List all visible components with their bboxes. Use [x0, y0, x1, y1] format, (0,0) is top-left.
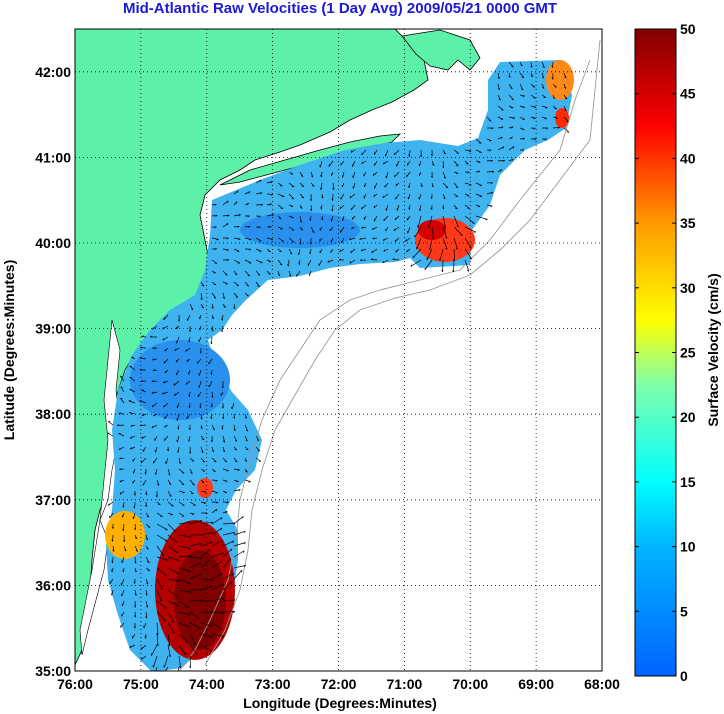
colorbar-ticks: 0 5 10 15 20 25 30 35 40 45 50 — [635, 21, 696, 684]
lon-tick-label: 75:00 — [123, 676, 159, 692]
warm-patch — [197, 478, 213, 498]
cool-patch — [240, 212, 360, 248]
warm-patch — [546, 60, 574, 100]
lat-tick-label: 40:00 — [35, 235, 71, 251]
lat-tick-label: 41:00 — [35, 149, 71, 165]
colorbar-tick-label: 40 — [680, 150, 696, 166]
lon-tick-label: 69:00 — [518, 676, 554, 692]
lat-tick-label: 36:00 — [35, 577, 71, 593]
lon-tick-label: 74:00 — [189, 676, 225, 692]
long-island — [219, 133, 402, 186]
colorbar — [634, 28, 677, 677]
pamlico-sound — [79, 518, 109, 656]
colorbar-tick-label: 0 — [680, 668, 688, 684]
lon-tick-label: 73:00 — [255, 676, 291, 692]
velocity-coverage — [106, 60, 572, 671]
colorbar-tick-label: 35 — [680, 215, 696, 231]
warm-patch — [555, 108, 569, 128]
lon-tick-label: 70:00 — [452, 676, 488, 692]
lat-tick-label: 39:00 — [35, 321, 71, 337]
lon-tick-label: 72:00 — [321, 676, 357, 692]
warm-patch — [418, 220, 446, 240]
map-title: Mid-Atlantic Raw Velocities (1 Day Avg) … — [122, 0, 558, 17]
colorbar-tick-label: 30 — [680, 280, 696, 296]
isobath — [179, 59, 591, 671]
colorbar-tick-label: 20 — [680, 409, 696, 425]
y-axis-label: Latitude (Degrees:Minutes) — [1, 260, 17, 440]
warm-patch — [105, 511, 145, 559]
lon-tick-label: 76:00 — [57, 676, 93, 692]
lon-tick-label: 68:00 — [584, 676, 620, 692]
colorbar-tick-label: 5 — [680, 603, 688, 619]
colorbar-tick-label: 15 — [680, 474, 696, 490]
colorbar-tick-label: 45 — [680, 86, 696, 102]
velocity-vectors — [107, 61, 570, 671]
colorbar-tick-label: 10 — [680, 539, 696, 555]
cool-patch — [130, 340, 230, 420]
colorbar-tick-label: 50 — [680, 21, 696, 37]
isobath — [204, 39, 601, 666]
colorbar-tick-label: 25 — [680, 345, 696, 361]
colorbar-label: Surface Velocity (cm/s) — [705, 273, 721, 426]
lat-tick-label: 35:00 — [35, 663, 71, 679]
cape-cod — [401, 29, 481, 71]
plot-frame — [74, 28, 603, 672]
lat-tick-label: 38:00 — [35, 406, 71, 422]
x-axis-label: Longitude (Degrees:Minutes) — [243, 695, 437, 711]
latitude-ticks: 35:00 36:00 37:00 38:00 39:00 40:00 41:00 42:00 — [35, 64, 71, 679]
lon-tick-label: 71:00 — [386, 676, 422, 692]
lat-tick-label: 42:00 — [35, 64, 71, 80]
chesapeake-bay — [99, 319, 121, 521]
lat-tick-label: 37:00 — [35, 492, 71, 508]
longitude-ticks: 76:00 75:00 74:00 73:00 72:00 71:00 70:00 69:00… — [57, 676, 620, 692]
